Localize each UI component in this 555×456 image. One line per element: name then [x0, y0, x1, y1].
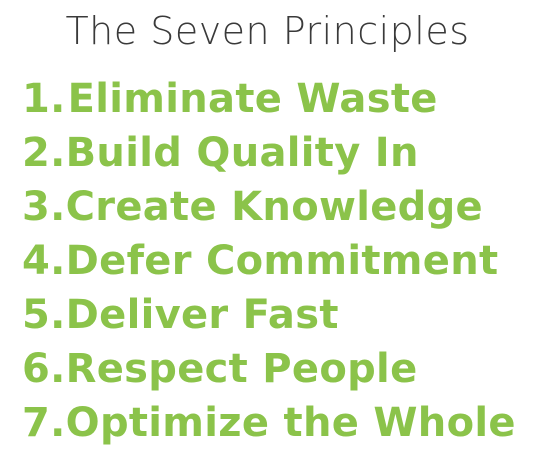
principle-text: Create Knowledge [65, 184, 483, 230]
principle-item: 6.Respect People [22, 342, 516, 396]
principle-item: 2.Build Quality In [22, 126, 516, 180]
principle-text: Eliminate Waste [67, 76, 438, 122]
principles-list: 1.Eliminate Waste 2.Build Quality In 3.C… [22, 72, 516, 450]
principle-item: 5.Deliver Fast [22, 288, 516, 342]
principle-item: 4.Defer Commitment [22, 234, 516, 288]
principle-number: 1. [22, 76, 66, 122]
principle-text: Defer Commitment [65, 238, 499, 284]
principle-item: 7.Optimize the Whole [22, 396, 516, 450]
principle-number: 5. [22, 292, 66, 338]
principle-number: 2. [22, 130, 66, 176]
slide-title: The Seven Principles [65, 9, 470, 53]
principle-item: 1.Eliminate Waste [22, 72, 516, 126]
principle-number: 3. [22, 184, 66, 230]
principle-item: 3.Create Knowledge [22, 180, 516, 234]
principle-text: Build Quality In [65, 130, 419, 176]
principle-text: Deliver Fast [65, 292, 339, 338]
principle-text: Respect People [65, 346, 418, 392]
principle-number: 7. [22, 400, 66, 446]
principle-text: Optimize the Whole [65, 400, 516, 446]
principle-number: 4. [22, 238, 66, 284]
principle-number: 6. [22, 346, 66, 392]
